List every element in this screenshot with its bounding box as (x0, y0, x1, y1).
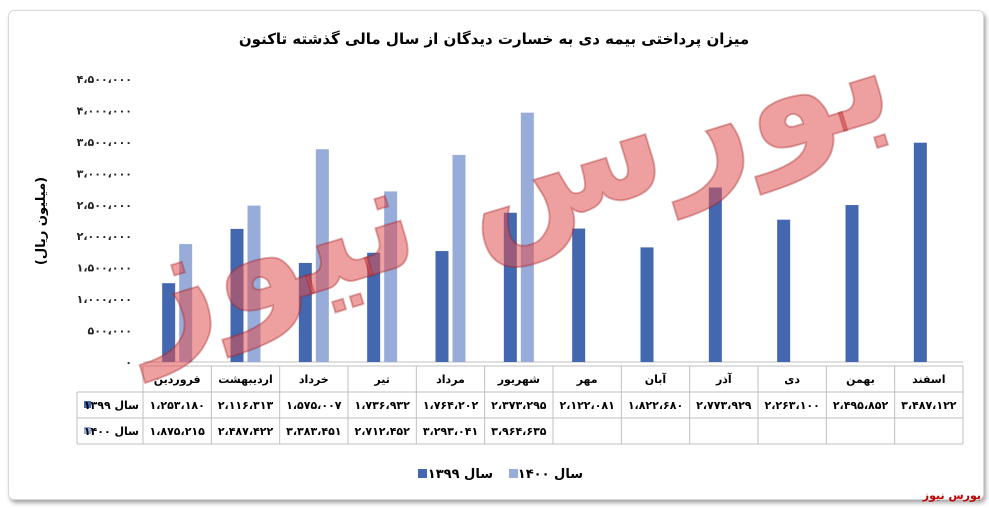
table-value-cell: ۲،۱۱۶،۳۱۳ (218, 399, 274, 412)
table-value-cell: ۳،۴۸۷،۱۲۲ (901, 399, 957, 412)
x-category-label: شهریور (497, 373, 540, 386)
bar-1399-9 (708, 187, 722, 362)
bar-1400-1 (179, 244, 193, 362)
y-tick-label: ۱،۵۰۰،۰۰۰ (77, 262, 132, 275)
bar-1399-4 (367, 252, 381, 362)
y-tick-label: ۵۰۰،۰۰۰ (88, 325, 132, 338)
y-tick-label: ۴،۰۰۰،۰۰۰ (77, 104, 132, 117)
x-category-label: مرداد (436, 373, 465, 386)
bar-1399-2 (230, 228, 244, 362)
table-value-cell: ۲،۳۷۳،۲۹۵ (491, 399, 547, 412)
bar-1399-11 (845, 205, 859, 362)
table-value-cell: ۱،۸۲۲،۶۸۰ (628, 399, 683, 412)
bar-1400-3 (315, 149, 329, 362)
y-tick-label: ۰ (125, 356, 132, 369)
x-category-label: تیر (373, 373, 389, 386)
bar-1399-1 (162, 283, 176, 362)
x-category-label: مهر (576, 373, 598, 386)
bar-1400-4 (384, 191, 398, 362)
legend-label-1400: سال ۱۴۰۰ (518, 467, 583, 482)
bar-1400-2 (247, 205, 261, 362)
bar-1399-8 (640, 247, 654, 362)
legend-swatch-1399 (418, 469, 427, 478)
table-value-cell: ۳،۲۹۳،۰۴۱ (423, 425, 478, 438)
y-axis-title: (میلیون ریال) (34, 177, 49, 265)
x-category-label: فروردین (154, 373, 201, 386)
x-category-label: خرداد (299, 373, 329, 386)
bar-1399-6 (503, 212, 517, 362)
bar-1399-7 (572, 228, 586, 362)
watermark-text: بورس نیوز (922, 489, 981, 502)
table-value-cell: ۲،۷۱۲،۴۵۲ (354, 425, 410, 438)
x-category-label: اردیبهشت (218, 373, 272, 386)
table-value-cell: ۱،۷۳۶،۹۳۲ (354, 399, 410, 412)
table-value-cell: ۱،۸۷۵،۲۱۵ (149, 425, 205, 438)
legend-label-1399: سال ۱۳۹۹ (428, 467, 493, 482)
table-value-cell: ۲،۴۹۵،۸۵۲ (833, 399, 889, 412)
y-tick-label: ۳،۵۰۰،۰۰۰ (77, 136, 132, 149)
table-value-cell: ۱،۲۵۳،۱۸۰ (149, 399, 204, 412)
bar-1400-6 (520, 112, 534, 362)
table-value-cell: ۲،۴۸۷،۴۲۲ (218, 425, 274, 438)
table-value-cell: ۲،۷۷۳،۹۲۹ (696, 399, 752, 412)
table-series-label: سال ۱۴۰۰ (84, 425, 139, 438)
bar-1399-5 (435, 251, 449, 362)
table-series-label: سال ۱۳۹۹ (84, 399, 139, 412)
x-category-label: آذر (715, 372, 732, 386)
bar-1399-10 (777, 219, 791, 362)
bar-1399-3 (298, 262, 312, 362)
y-tick-label: ۳،۰۰۰،۰۰۰ (77, 167, 132, 180)
x-category-label: آبان (645, 372, 667, 386)
chart-title: میزان پرداختی بیمه دی به خسارت دیدگان از… (239, 30, 749, 49)
table-value-cell: ۲،۲۶۳،۱۰۰ (764, 399, 819, 412)
x-category-label: اسفند (912, 373, 945, 386)
y-tick-label: ۱،۰۰۰،۰۰۰ (77, 293, 132, 306)
y-tick-label: ۲،۰۰۰،۰۰۰ (77, 230, 132, 243)
bar-1399-12 (913, 142, 927, 362)
bar-1400-5 (452, 154, 466, 362)
x-category-label: دی (784, 373, 800, 386)
table-value-cell: ۱،۵۷۵،۰۰۷ (286, 399, 342, 412)
table-legend-key-2 (84, 427, 91, 434)
table-value-cell: ۳،۳۸۳،۴۵۱ (286, 425, 341, 438)
x-category-label: بهمن (846, 373, 875, 386)
legend-swatch-1400 (509, 469, 518, 478)
table-value-cell: ۳،۹۶۴،۶۳۵ (491, 425, 547, 438)
table-value-cell: ۲،۱۲۲،۰۸۱ (559, 399, 614, 412)
y-tick-label: ۴،۵۰۰،۰۰۰ (77, 73, 132, 86)
y-tick-label: ۲،۵۰۰،۰۰۰ (77, 199, 132, 212)
table-legend-key-1 (84, 401, 91, 408)
table-value-cell: ۱،۷۶۴،۲۰۲ (423, 399, 479, 412)
